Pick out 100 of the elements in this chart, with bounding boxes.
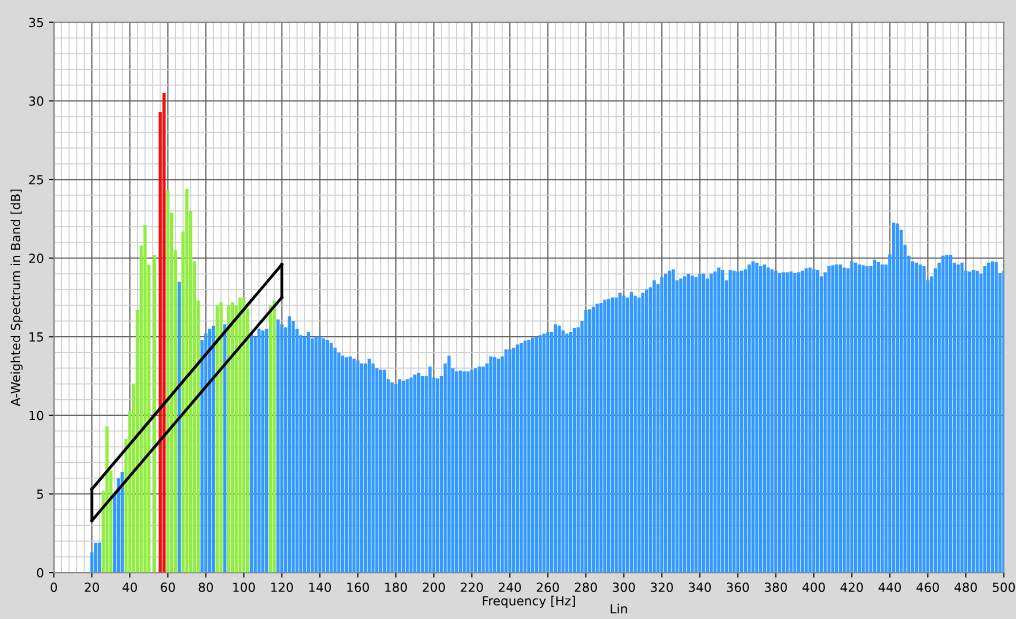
bar bbox=[599, 302, 603, 573]
bar bbox=[261, 330, 265, 573]
bar bbox=[553, 324, 558, 573]
bar bbox=[569, 332, 573, 573]
bar bbox=[257, 328, 261, 573]
y-tick-label: 35 bbox=[29, 17, 44, 28]
bar bbox=[325, 339, 330, 573]
bar bbox=[496, 358, 501, 573]
bar bbox=[835, 264, 839, 573]
bar bbox=[694, 276, 698, 573]
bar bbox=[683, 276, 687, 573]
bar bbox=[990, 261, 995, 573]
bar bbox=[329, 343, 333, 573]
x-tick-label: 160 bbox=[347, 582, 369, 592]
bar bbox=[166, 190, 170, 573]
x-tick-label: 240 bbox=[498, 582, 521, 592]
bar bbox=[808, 267, 812, 573]
bar bbox=[861, 265, 865, 573]
bar bbox=[318, 336, 322, 573]
bar bbox=[660, 276, 664, 573]
bar bbox=[265, 328, 269, 573]
y-tick-label: 0 bbox=[37, 568, 44, 578]
bar bbox=[223, 324, 227, 573]
bar bbox=[287, 316, 292, 573]
bar bbox=[755, 262, 759, 573]
y-axis-title: A-Weighted Spectrum in Band [dB] bbox=[10, 189, 23, 407]
bar bbox=[865, 265, 869, 573]
y-tick-label: 30 bbox=[29, 96, 44, 106]
bar bbox=[800, 270, 805, 573]
bar bbox=[622, 295, 626, 573]
bar bbox=[360, 363, 364, 573]
bar bbox=[603, 299, 607, 573]
bar bbox=[105, 426, 109, 573]
bar bbox=[398, 379, 402, 573]
bar bbox=[504, 349, 508, 573]
bar bbox=[519, 343, 523, 573]
bar bbox=[481, 366, 485, 573]
bar bbox=[162, 93, 166, 573]
bar bbox=[709, 273, 713, 573]
bar bbox=[152, 254, 157, 573]
bar bbox=[956, 264, 960, 573]
bar bbox=[705, 278, 710, 573]
x-tick-label: 20 bbox=[84, 582, 99, 592]
bar bbox=[641, 292, 645, 573]
bar bbox=[531, 337, 535, 573]
bar bbox=[143, 225, 147, 573]
bar bbox=[227, 305, 231, 573]
bar bbox=[379, 369, 383, 573]
bar bbox=[367, 358, 371, 573]
bar bbox=[949, 254, 953, 573]
bar bbox=[591, 306, 596, 573]
bar bbox=[960, 262, 964, 573]
bar bbox=[242, 297, 246, 573]
bar bbox=[736, 271, 740, 573]
bar bbox=[945, 254, 949, 573]
bar bbox=[512, 347, 516, 573]
x-tick-label: 360 bbox=[726, 582, 749, 592]
bar bbox=[417, 372, 421, 573]
bar bbox=[762, 264, 767, 573]
bar bbox=[272, 300, 276, 573]
bar bbox=[337, 352, 341, 573]
bar bbox=[394, 383, 398, 573]
bar bbox=[489, 356, 493, 573]
y-tick-label: 25 bbox=[29, 174, 44, 185]
bar bbox=[333, 347, 337, 573]
bar bbox=[409, 377, 413, 573]
bar bbox=[447, 355, 451, 573]
bar bbox=[348, 356, 352, 573]
bar bbox=[766, 267, 770, 573]
bar bbox=[584, 310, 588, 573]
bar bbox=[690, 275, 694, 573]
bar bbox=[618, 292, 622, 573]
bar bbox=[941, 255, 945, 573]
bar bbox=[185, 188, 189, 573]
x-tick-label: 40 bbox=[122, 582, 137, 592]
x-tick-label: 200 bbox=[422, 582, 445, 592]
bar bbox=[816, 269, 820, 573]
bar bbox=[652, 280, 656, 573]
bar bbox=[238, 297, 242, 573]
bar bbox=[314, 336, 318, 573]
bar bbox=[614, 297, 618, 573]
bar bbox=[967, 271, 972, 573]
bar bbox=[751, 261, 755, 573]
bar bbox=[713, 271, 717, 573]
bar bbox=[895, 223, 900, 573]
bar bbox=[356, 360, 360, 573]
bar bbox=[686, 273, 691, 573]
bar bbox=[971, 269, 976, 573]
bar bbox=[219, 302, 223, 573]
bar bbox=[812, 269, 816, 573]
bar bbox=[230, 302, 235, 573]
bar bbox=[268, 305, 273, 573]
bar bbox=[698, 273, 702, 573]
bar bbox=[797, 272, 801, 573]
bar bbox=[610, 297, 615, 573]
bar bbox=[781, 272, 786, 573]
bar bbox=[721, 269, 725, 573]
bar bbox=[778, 273, 782, 573]
bar bbox=[914, 262, 919, 573]
y-tick-label: 20 bbox=[29, 253, 44, 264]
